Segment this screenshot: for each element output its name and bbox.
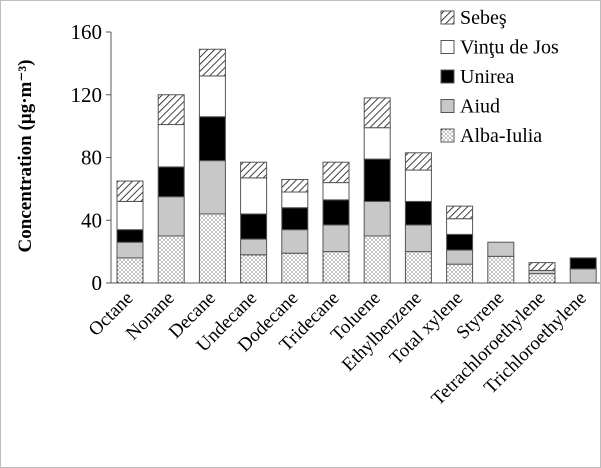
bar-segment	[569, 268, 597, 284]
bar-segment	[322, 251, 350, 284]
bar-segment	[528, 273, 556, 284]
legend-label: Alba-Iulia	[460, 125, 542, 147]
legend-label: Aiud	[460, 96, 500, 118]
bar-segment	[322, 161, 350, 184]
bar-segment	[240, 213, 268, 240]
bar-segment	[281, 178, 309, 193]
bar-segment	[240, 238, 268, 256]
legend-swatch	[440, 40, 455, 54]
bars	[116, 48, 597, 284]
bar-segment	[157, 94, 185, 126]
bar-segment	[116, 257, 144, 284]
bar-segment	[322, 182, 350, 201]
legend-label: Unirea	[460, 66, 515, 88]
bar-segment	[446, 205, 474, 220]
y-tick-label: 120	[71, 83, 103, 107]
x-tick-labels: OctaneNonaneDecaneUndecaneDodecaneTridec…	[85, 288, 591, 410]
bar-segment	[198, 48, 226, 77]
y-tick-label: 80	[81, 146, 102, 170]
legend-swatch	[440, 10, 455, 25]
bar-segment	[116, 229, 144, 243]
bar-segment	[116, 180, 144, 202]
bar-segment	[157, 124, 185, 168]
bar-segment	[446, 218, 474, 235]
y-axis-label: Concentration (µg·m⁻³)	[15, 60, 36, 253]
bar-segment	[116, 200, 144, 231]
bar-segment	[487, 255, 515, 284]
bar-segment	[157, 166, 185, 198]
bar-segment	[363, 158, 391, 202]
legend: Sebeş Vinţu de Jos Unirea Aiud Alba-Iulia	[440, 7, 559, 147]
bar-segment	[198, 75, 226, 118]
bar-segment	[198, 213, 226, 284]
bar-segment	[569, 257, 597, 270]
bar-segment	[404, 200, 432, 226]
bar-segment	[446, 263, 474, 284]
bar-segment	[157, 235, 185, 284]
bar-segment	[281, 252, 309, 284]
bar-segment	[487, 241, 515, 257]
bar-segment	[240, 177, 268, 215]
axes: 0 40 80 120 160	[71, 20, 600, 295]
bar-segment	[404, 224, 432, 253]
bar-segment	[157, 196, 185, 237]
legend-label: Sebeş	[460, 7, 507, 29]
legend-swatch	[440, 69, 455, 84]
bar-segment	[240, 254, 268, 284]
y-tick-label: 40	[81, 208, 102, 232]
legend-swatch	[440, 128, 455, 143]
bar-segment	[363, 200, 391, 237]
bar-segment	[198, 160, 226, 215]
bar-segment	[404, 251, 432, 284]
legend-label: Vinţu de Jos	[460, 37, 559, 59]
bar-segment	[363, 97, 391, 129]
bar-segment	[528, 262, 556, 271]
bar-segment	[363, 235, 391, 284]
bar-segment	[240, 161, 268, 179]
bar-segment	[198, 116, 226, 162]
y-tick-label: 0	[92, 271, 103, 295]
legend-swatch	[440, 99, 455, 113]
bar-segment	[322, 199, 350, 226]
bar-segment	[116, 241, 144, 259]
y-tick-label: 160	[71, 20, 103, 44]
bar-segment	[446, 249, 474, 265]
bar-segment	[281, 207, 309, 231]
bar-segment	[281, 229, 309, 254]
bar-segment	[281, 191, 309, 209]
bar-segment	[404, 152, 432, 171]
bar-segment	[322, 224, 350, 253]
bar-segment	[404, 169, 432, 202]
bar-segment	[363, 127, 391, 160]
bar-segment	[446, 233, 474, 251]
